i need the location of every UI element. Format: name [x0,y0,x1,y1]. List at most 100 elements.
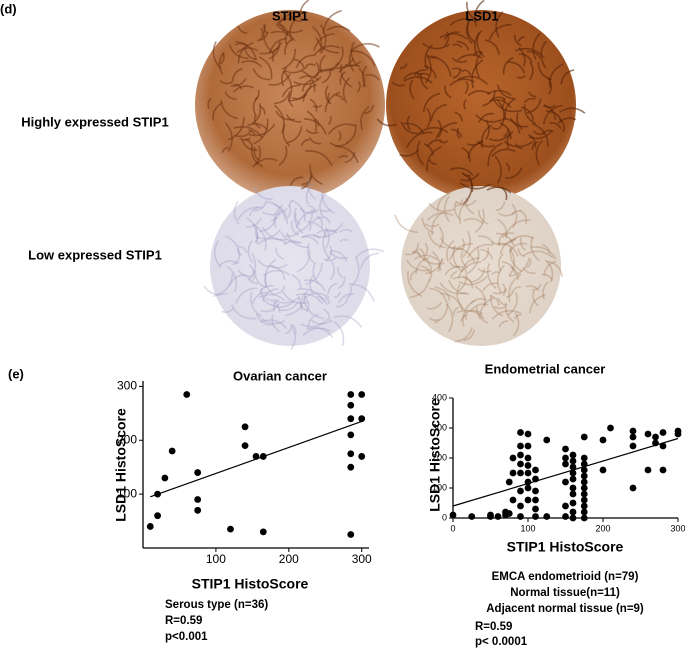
tissue-texture [299,207,316,214]
tissue-texture [319,193,327,217]
tissue-texture [474,285,486,307]
tissue-texture [434,286,451,301]
tissue-texture [407,270,423,298]
tissue-texture [323,256,338,262]
tissue-texture [426,212,454,221]
tissue-texture [363,104,375,115]
data-point [562,460,569,468]
tissue-texture [307,178,317,200]
tissue-texture [305,183,314,205]
data-point [517,451,524,459]
tissue-texture [406,115,411,131]
y-tick-label: 400 [432,392,447,402]
tissue-texture [400,121,418,135]
tissue-texture [466,243,494,259]
tissue-texture [264,258,277,288]
tissue-texture [260,303,280,313]
tissue-texture [324,296,330,305]
tissue-texture [471,59,484,89]
tissue-texture [324,226,330,250]
tissue-texture [316,215,323,229]
tissue-texture [268,41,281,60]
tissue-texture [338,155,349,159]
y-tick-label: 200 [432,452,447,462]
tissue-texture [428,317,440,322]
tissue-texture [465,197,475,215]
note: EMCA endometrioid (n=79) [492,571,639,583]
data-point [347,391,355,398]
tissue-texture [314,45,341,55]
data-point [449,511,457,519]
data-point [259,453,267,460]
tissue-texture [301,235,319,245]
tissue-texture [345,124,357,144]
tissue-texture [403,122,425,135]
tissue-texture [463,69,472,76]
tissue-texture [350,42,380,52]
tissue-texture [338,228,353,233]
tissue-texture [391,81,406,87]
tissue-texture [523,104,537,125]
tissue-texture [470,268,486,283]
tissue-texture [420,72,429,90]
tissue-texture [425,258,444,275]
data-point [524,484,532,492]
tissue-texture [470,297,488,305]
tissue-texture [399,63,408,70]
x-tick-label: 0 [450,523,455,533]
tissue-texture [241,139,258,152]
tissue-texture [212,102,223,121]
data-point [580,484,588,492]
tissue-texture [459,182,491,190]
tissue-texture [253,232,259,244]
tissue-texture [466,309,484,316]
tissue-texture [501,186,508,201]
tissue-texture [299,0,310,21]
tissue-texture [478,235,494,245]
tissue-texture [253,201,267,212]
tissue-texture [273,204,284,229]
tissue-texture [464,310,468,321]
tissue-texture [462,174,473,205]
tissue-texture [232,258,240,266]
tissue-texture [303,295,310,313]
tissue-texture [532,32,541,60]
tissue-texture [405,248,420,256]
data-point [569,451,577,459]
tissue-texture [258,285,274,294]
tissue-texture [456,283,465,311]
tissue-texture [304,262,323,286]
tissue-texture [290,324,296,350]
tissue-texture [493,305,506,310]
tissue-texture [439,282,467,295]
tissue-texture [319,208,332,213]
tissue-texture [444,31,450,47]
tissue-texture [444,85,452,99]
data-point [674,427,682,435]
tissue-texture [263,24,274,55]
y-axis-title: LSD1 HistoScore [113,408,129,522]
tissue-texture [281,84,301,98]
tissue-texture [329,260,335,281]
tissue-texture [255,228,282,240]
tissue-texture [502,283,506,297]
tissue-texture [300,209,313,232]
tissue-texture [321,187,335,214]
tissue-texture [207,97,212,110]
panel-label: (d) [0,1,17,16]
note: p< 0.0001 [475,636,528,648]
tissue-texture [308,136,322,145]
tissue-texture [285,232,310,249]
tissue-texture [493,99,523,113]
tissue-texture [282,124,291,147]
tissue-texture [278,301,299,311]
tissue-texture [474,208,485,233]
tissue-texture [280,231,302,244]
data-point [487,511,494,519]
tissue-texture [525,285,540,292]
tissue-texture [455,199,464,207]
tissue-texture [325,245,332,262]
tissue-texture [308,204,317,214]
data-point [532,496,539,504]
tissue-texture [262,226,288,241]
